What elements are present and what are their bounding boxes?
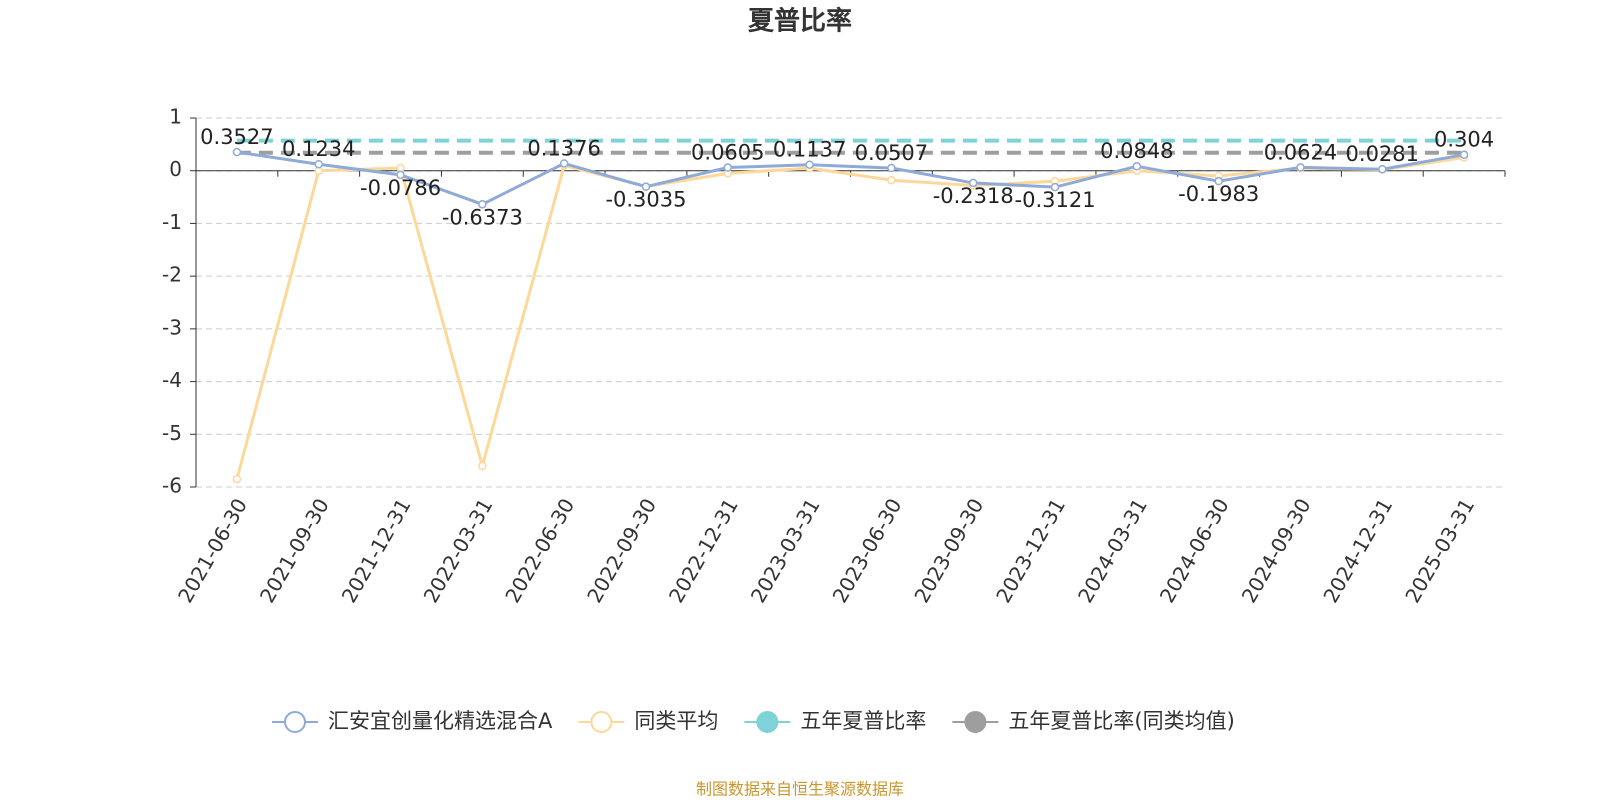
x-tick-label: 2024-12-31: [1318, 494, 1397, 607]
data-point: [1132, 161, 1142, 171]
legend-marker: [756, 711, 779, 733]
data-label: -0.0786: [360, 176, 441, 200]
data-point: [396, 170, 405, 180]
x-tick-label: 2022-03-31: [419, 494, 498, 607]
data-point: [1378, 164, 1387, 174]
data-point: [968, 178, 978, 188]
x-tick-label: 2025-03-31: [1400, 494, 1479, 607]
x-tick-label: 2021-09-30: [255, 494, 334, 607]
data-point: [723, 163, 733, 172]
data-label: -0.6373: [442, 205, 523, 229]
x-tick-label: 2022-09-30: [582, 494, 661, 607]
series-line: [235, 156, 1465, 480]
data-point: [887, 163, 896, 173]
data-point: [478, 461, 487, 471]
data-label: 0.0281: [1346, 142, 1419, 166]
data-point: [805, 160, 814, 169]
legend-marker: [964, 711, 987, 733]
y-tick-label: -2: [162, 263, 182, 287]
source-note: 制图数据来自恒生聚源数据库: [696, 780, 904, 799]
data-point: [1050, 182, 1060, 192]
data-point: [1459, 150, 1469, 159]
data-point: [314, 159, 323, 169]
data-point: [887, 175, 896, 185]
data-label: 0.0848: [1100, 139, 1173, 163]
data-label: 0.0624: [1264, 140, 1337, 164]
data-label: 0.0605: [691, 141, 764, 165]
legend-label: 五年夏普比率(同类均值): [1008, 709, 1234, 733]
data-point: [1296, 163, 1305, 172]
y-tick-label: 1: [169, 105, 182, 129]
x-tick-label: 2024-03-31: [1073, 494, 1152, 607]
x-tick-label: 2024-06-30: [1155, 494, 1234, 607]
data-label: -0.2318: [933, 184, 1014, 208]
data-label: -0.3035: [605, 188, 686, 212]
series-line: [236, 150, 1465, 206]
x-tick-label: 2023-03-31: [746, 494, 825, 607]
legend-marker: [590, 711, 613, 733]
y-tick-label: -3: [162, 315, 182, 339]
data-point: [396, 163, 405, 173]
data-label: 0.1376: [527, 136, 600, 160]
y-tick-label: -4: [162, 368, 182, 392]
x-tick-label: 2021-12-31: [337, 494, 416, 607]
data-label: -0.3121: [1015, 188, 1096, 212]
y-tick-label: -5: [162, 421, 182, 445]
data-point: [1214, 176, 1223, 186]
data-label: 0.304: [1434, 128, 1494, 152]
y-tick-label: -6: [162, 474, 182, 498]
data-label: -0.1983: [1178, 182, 1259, 206]
legend-label: 同类平均: [634, 709, 718, 733]
x-tick-label: 2024-09-30: [1237, 494, 1316, 607]
y-tick-label: 0: [169, 157, 182, 181]
legend-marker: [284, 711, 306, 733]
data-point: [559, 159, 569, 168]
x-tick-label: 2023-12-31: [991, 494, 1070, 607]
data-point: [232, 147, 242, 157]
data-point: [232, 474, 242, 484]
x-tick-label: 2021-06-30: [173, 494, 252, 607]
x-tick-label: 2022-06-30: [500, 494, 579, 607]
data-label: 0.3527: [200, 125, 273, 149]
chart-title: 夏普比率: [748, 6, 852, 37]
data-point: [641, 182, 651, 191]
data-point: [478, 200, 487, 209]
data-label: 0.1137: [773, 138, 846, 162]
data-label: 0.0507: [855, 141, 928, 165]
data-label: 0.1234: [282, 137, 355, 161]
legend-label: 汇安宜创量化精选混合A: [328, 709, 553, 733]
y-tick-label: -1: [162, 210, 182, 234]
legend-label: 五年夏普比率: [800, 709, 926, 733]
x-tick-label: 2022-12-31: [664, 494, 743, 607]
x-tick-label: 2023-09-30: [909, 494, 988, 607]
x-tick-label: 2023-06-30: [828, 494, 907, 607]
